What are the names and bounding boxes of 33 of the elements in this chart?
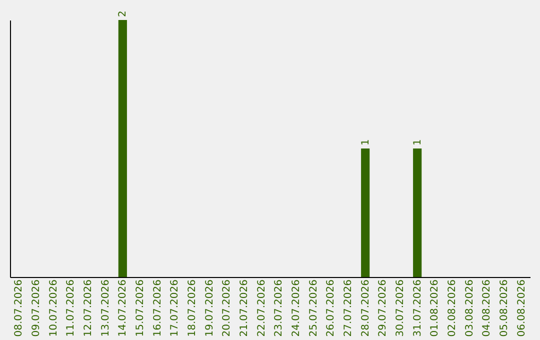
x-tick-label: 29.07.2026: [378, 280, 389, 337]
x-tick-label: 12.07.2026: [83, 280, 94, 337]
data-label: 1: [412, 139, 424, 146]
x-tick-label: 15.07.2026: [135, 280, 146, 337]
data-label: 1: [360, 139, 372, 146]
x-tick-label: 05.08.2026: [499, 280, 510, 337]
x-tick-label: 23.07.2026: [274, 280, 285, 337]
x-tick-label: 16.07.2026: [152, 280, 164, 337]
x-tick-label: 17.07.2026: [170, 280, 181, 337]
x-tick-label: 14.07.2026: [118, 280, 129, 337]
data-label: 2: [118, 10, 129, 17]
x-tick-label: 04.08.2026: [482, 280, 493, 337]
x-tick-label: 30.07.2026: [395, 280, 406, 337]
x-tick-label: 10.07.2026: [48, 280, 60, 337]
x-tick-label: 27.07.2026: [343, 280, 354, 337]
x-tick-label: 26.07.2026: [326, 280, 337, 337]
x-tick-label: 22.07.2026: [256, 280, 268, 337]
x-tick-label: 21.07.2026: [239, 280, 250, 337]
x-tick-label: 08.07.2026: [14, 280, 25, 337]
x-tick-label: 25.07.2026: [308, 280, 320, 337]
x-tick-label: 01.08.2026: [430, 280, 441, 337]
x-tick-label: 19.07.2026: [204, 280, 216, 337]
x-tick-label: 31.07.2026: [412, 280, 424, 337]
x-tick-label: 09.07.2026: [31, 280, 42, 337]
x-tick-label: 18.07.2026: [187, 280, 198, 337]
x-tick-label: 06.08.2026: [516, 280, 528, 337]
x-tick-label: 20.07.2026: [222, 280, 233, 337]
x-tick-label: 02.08.2026: [447, 280, 458, 337]
x-tick-label: 24.07.2026: [291, 280, 302, 337]
x-tick-label: 13.07.2026: [100, 280, 112, 337]
x-tick-label: 03.08.2026: [464, 280, 476, 337]
x-tick-label: 28.07.2026: [360, 280, 372, 337]
x-tick-label: 11.07.2026: [66, 280, 77, 337]
